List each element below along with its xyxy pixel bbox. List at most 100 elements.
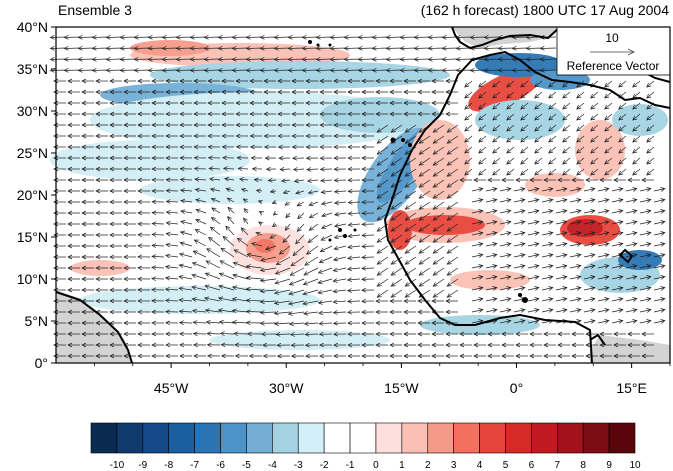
- wind-vector: [597, 199, 609, 203]
- wind-vector: [219, 273, 235, 280]
- wind-vector: [348, 223, 361, 226]
- wind-vector-head: [77, 46, 83, 51]
- wind-vector: [492, 113, 501, 121]
- wind-vector: [471, 188, 483, 192]
- wind-vector-head: [347, 100, 353, 106]
- wind-vector: [308, 190, 319, 194]
- wind-vector: [464, 168, 473, 176]
- wind-vector-head: [204, 284, 210, 289]
- wind-vector-head: [317, 300, 323, 305]
- wind-vector: [618, 102, 627, 110]
- wind-vector-head: [534, 275, 540, 280]
- wind-vector-head: [287, 46, 293, 51]
- wind-vector-head: [81, 320, 87, 326]
- wind-vector-head: [618, 242, 624, 247]
- wind-vector: [433, 212, 445, 221]
- wind-vector-head: [347, 78, 353, 84]
- wind-vector-head: [217, 308, 223, 313]
- wind-vector-head: [604, 264, 610, 269]
- wind-vector: [282, 234, 291, 243]
- wind-vector-head: [487, 177, 493, 183]
- wind-vector-head: [632, 275, 638, 280]
- wind-vector: [618, 113, 627, 121]
- wind-vector: [180, 242, 193, 247]
- wind-vector: [492, 80, 501, 88]
- wind-vector-head: [109, 276, 115, 282]
- wind-vector-head: [273, 68, 279, 73]
- wind-vector-head: [119, 46, 125, 51]
- wind-vector-head: [81, 177, 87, 183]
- wind-vector: [320, 179, 333, 182]
- wind-vector-head: [576, 319, 582, 324]
- wind-vector-head: [432, 194, 438, 199]
- wind-vector: [433, 168, 445, 177]
- wind-vector-head: [95, 243, 101, 249]
- wind-vector-head: [478, 187, 484, 192]
- wind-vector: [499, 243, 511, 247]
- wind-vector-head: [576, 159, 582, 165]
- wind-vector-head: [179, 144, 185, 150]
- wind-vector-head: [404, 172, 410, 177]
- wind-vector-head: [478, 286, 484, 291]
- wind-vector-head: [67, 133, 73, 139]
- wind-vector: [611, 320, 623, 324]
- wind-vector-head: [133, 68, 139, 73]
- wind-vector-head: [506, 231, 512, 236]
- wind-vector-head: [292, 155, 298, 161]
- wind-vector-head: [178, 331, 184, 337]
- wind-vector: [534, 102, 543, 110]
- wind-vector-head: [320, 189, 326, 195]
- wind-vector: [260, 267, 277, 271]
- colorbar-swatch: [453, 422, 480, 454]
- wind-vector: [639, 298, 651, 302]
- wind-vector: [151, 267, 165, 269]
- wind-vector-head: [361, 188, 367, 194]
- wind-vector: [506, 113, 515, 121]
- wind-vector: [246, 299, 263, 302]
- wind-vector: [419, 146, 431, 155]
- wind-vector-head: [109, 353, 115, 359]
- wind-vector-head: [301, 68, 307, 73]
- wind-vector-head: [219, 260, 225, 265]
- wind-vector: [478, 146, 487, 154]
- wind-vector: [646, 91, 655, 99]
- wind-vector-head: [399, 68, 405, 73]
- wind-vector-head: [534, 231, 540, 236]
- colorbar-label: -10: [110, 460, 125, 471]
- wind-vector: [194, 178, 207, 181]
- wind-vector: [447, 278, 459, 287]
- wind-vector: [433, 267, 445, 276]
- wind-vector: [180, 221, 193, 225]
- wind-vector-head: [375, 320, 381, 326]
- wind-vector-head: [632, 231, 638, 236]
- wind-vector-head: [332, 310, 338, 315]
- wind-vector-head: [534, 297, 540, 302]
- wind-vector-head: [534, 115, 540, 121]
- wind-vector: [597, 243, 609, 247]
- wind-vector: [576, 157, 585, 165]
- wind-vector: [653, 309, 665, 313]
- wind-vector-head: [446, 205, 452, 210]
- wind-vector-head: [208, 236, 214, 242]
- wind-vector-head: [418, 128, 424, 133]
- wind-vector: [419, 256, 431, 265]
- wind-vector: [246, 254, 263, 258]
- wind-vector-head: [376, 205, 382, 210]
- wind-vector-head: [418, 227, 424, 232]
- wind-vector-head: [95, 155, 101, 161]
- wind-vector-head: [151, 309, 157, 315]
- wind-vector-head: [543, 331, 549, 337]
- wind-vector: [548, 135, 557, 143]
- wind-vector-head: [590, 137, 596, 143]
- wind-vector-head: [390, 260, 396, 265]
- wind-vector-head: [390, 282, 396, 287]
- lat-tick-label: 15°N: [17, 229, 48, 245]
- wind-vector: [243, 208, 249, 214]
- wind-vector: [513, 309, 525, 313]
- wind-vector-head: [618, 319, 624, 324]
- wind-vector-head: [333, 166, 339, 172]
- wind-vector-head: [329, 46, 335, 51]
- wind-vector-head: [389, 309, 395, 315]
- wind-vector: [499, 298, 511, 302]
- wind-vector-head: [506, 93, 512, 99]
